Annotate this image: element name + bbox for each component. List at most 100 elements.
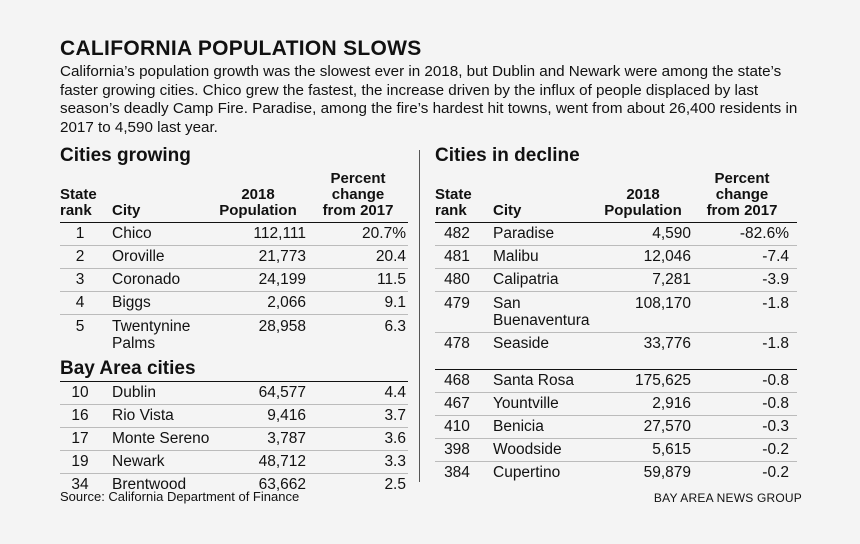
percent-change-cell: -0.3 [762, 418, 789, 435]
rank-cell: 16 [71, 407, 89, 424]
population-cell: 7,281 [652, 271, 691, 288]
percent-change-cell: 9.1 [384, 294, 406, 311]
population-cell: 33,776 [643, 335, 691, 352]
population-cell: 3,787 [267, 430, 306, 447]
header-rank: State rank [435, 186, 472, 219]
percent-change-cell: 3.6 [384, 430, 406, 447]
decline-table-top: 482 Paradise 4,590 -82.6% 481 Malibu 12,046 -7.… [435, 223, 797, 355]
rank-cell: 34 [71, 476, 89, 493]
percent-change-cell: 6.3 [384, 318, 406, 335]
growing-table: 1 Chico 112,111 20.7% 2 Oroville 21,773 20.4 3 Co… [60, 223, 408, 355]
population-cell: 4,590 [652, 225, 691, 242]
percent-change-cell: -0.8 [762, 395, 789, 412]
city-cell: Malibu [493, 248, 539, 265]
bay-area-row: 34 Brentwood 63,662 2.5 [60, 474, 408, 496]
header-rank: State rank [60, 186, 97, 219]
decline-table-gap [435, 355, 797, 370]
population-cell: 28,958 [258, 318, 306, 335]
decline-title: Cities in decline [435, 145, 580, 166]
bay-area-table: 10 Dublin 64,577 4.4 16 Rio Vista 9,416 3.7 17 Mo… [60, 382, 408, 496]
bay-area-row: 19 Newark 48,712 3.3 [60, 451, 408, 474]
decline-row: 410 Benicia 27,570 -0.3 [435, 416, 797, 439]
city-cell: Woodside [493, 441, 562, 458]
header-percent-change: Percent change from 2017 [706, 170, 778, 219]
city-cell: Monte Sereno [112, 430, 210, 447]
decline-row: 384 Cupertino 59,879 -0.2 [435, 462, 797, 484]
percent-change-cell: -0.2 [762, 441, 789, 458]
decline-row: 398 Woodside 5,615 -0.2 [435, 439, 797, 462]
city-cell: Rio Vista [112, 407, 174, 424]
decline-table-header: State rank City 2018 Population Percent change… [435, 170, 797, 223]
city-cell: Benicia [493, 418, 544, 435]
percent-change-cell: 2.5 [384, 476, 406, 493]
rank-cell: 480 [444, 271, 470, 288]
rank-cell: 1 [75, 225, 85, 242]
decline-row: 468 Santa Rosa 175,625 -0.8 [435, 370, 797, 393]
credit-line: BAY AREA NEWS GROUP [653, 491, 802, 505]
percent-change-cell: 3.7 [384, 407, 406, 424]
city-cell: Biggs [112, 294, 151, 311]
population-cell: 27,570 [643, 418, 691, 435]
population-cell: 9,416 [267, 407, 306, 424]
decline-row: 480 Calipatria 7,281 -3.9 [435, 269, 797, 292]
percent-change-cell: 20.4 [375, 248, 406, 265]
growing-row: 3 Coronado 24,199 11.5 [60, 269, 408, 292]
page-title: CALIFORNIA POPULATION SLOWS [60, 37, 422, 60]
city-cell: Newark [112, 453, 165, 470]
growing-row: 2 Oroville 21,773 20.4 [60, 246, 408, 269]
decline-row: 478 Seaside 33,776 -1.8 [435, 333, 797, 355]
population-cell: 2,066 [267, 294, 306, 311]
percent-change-cell: 3.3 [384, 453, 406, 470]
city-cell: San Buenaventura [493, 295, 590, 329]
population-cell: 108,170 [634, 295, 691, 312]
city-cell: Twentynine Palms [112, 318, 191, 352]
rank-cell: 467 [444, 395, 470, 412]
header-population: 2018 Population [219, 186, 297, 219]
city-cell: Cupertino [493, 464, 561, 481]
rank-cell: 2 [75, 248, 85, 265]
percent-change-cell: -7.4 [762, 248, 789, 265]
rank-cell: 19 [71, 453, 89, 470]
rank-cell: 3 [75, 271, 85, 288]
growing-title: Cities growing [60, 145, 191, 166]
city-cell: Yountville [493, 395, 559, 412]
rank-cell: 479 [444, 295, 470, 312]
header-percent-change: Percent change from 2017 [322, 170, 394, 219]
decline-row: 481 Malibu 12,046 -7.4 [435, 246, 797, 269]
city-cell: Seaside [493, 335, 550, 352]
population-cell: 21,773 [258, 248, 306, 265]
rank-cell: 384 [444, 464, 470, 481]
rank-cell: 17 [71, 430, 89, 447]
percent-change-cell: -3.9 [762, 271, 789, 288]
header-city: City [112, 202, 141, 219]
population-cell: 24,199 [258, 271, 306, 288]
decline-row: 467 Yountville 2,916 -0.8 [435, 393, 797, 416]
population-cell: 59,879 [643, 464, 691, 481]
bay-area-row: 16 Rio Vista 9,416 3.7 [60, 405, 408, 428]
right-panel: Cities in decline State rank City 2018 Popul… [435, 144, 797, 484]
left-panel: Cities growing State rank City 2018 Populati… [60, 144, 408, 496]
bay-area-row: 10 Dublin 64,577 4.4 [60, 382, 408, 405]
decline-row: 482 Paradise 4,590 -82.6% [435, 223, 797, 246]
growing-row: 4 Biggs 2,066 9.1 [60, 292, 408, 315]
rank-cell: 10 [71, 384, 89, 401]
percent-change-cell: -1.8 [762, 335, 789, 352]
city-cell: Brentwood [112, 476, 187, 493]
city-cell: Coronado [112, 271, 181, 288]
decline-row: 479 San Buenaventura 108,170 -1.8 [435, 292, 797, 333]
rank-cell: 481 [444, 248, 470, 265]
percent-change-cell: -82.6% [739, 225, 789, 242]
decline-table-bottom: 468 Santa Rosa 175,625 -0.8 467 Yountville 2,9… [435, 370, 797, 484]
city-cell: Oroville [112, 248, 165, 265]
source-note: Source: California Department of Finance [60, 489, 300, 504]
percent-change-cell: -0.8 [762, 372, 789, 389]
city-cell: Chico [112, 225, 152, 242]
bay-area-title: Bay Area cities [60, 357, 408, 382]
growing-table-header: State rank City 2018 Population Percent change… [60, 170, 408, 223]
rank-cell: 468 [444, 372, 470, 389]
growing-row: 5 Twentynine Palms 28,958 6.3 [60, 315, 408, 355]
column-divider [419, 150, 420, 482]
rank-cell: 478 [444, 335, 470, 352]
header-city: City [493, 202, 522, 219]
population-cell: 2,916 [652, 395, 691, 412]
